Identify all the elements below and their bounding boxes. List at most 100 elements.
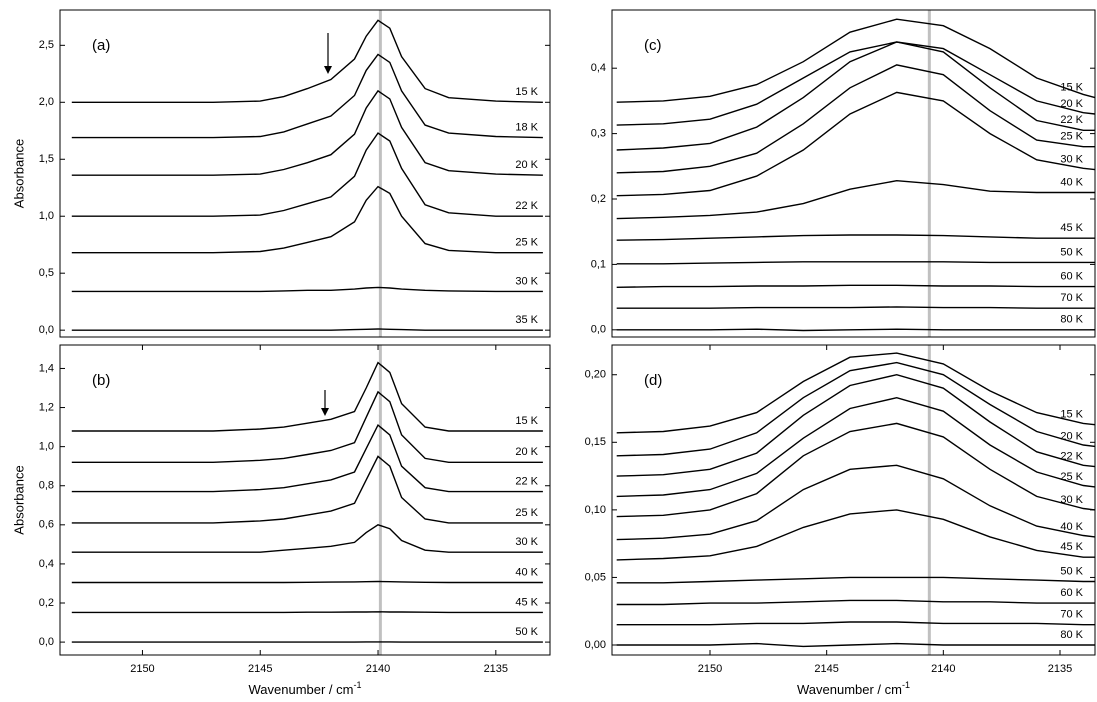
y-tick-label: 0,4	[39, 558, 54, 570]
x-tick-label: 2135	[1048, 663, 1072, 675]
y-tick-label: 0,0	[39, 324, 54, 336]
spectrum-line	[616, 373, 1096, 477]
x-tick-label: 2145	[814, 663, 838, 675]
spectrum-line	[71, 361, 543, 432]
spectrum-line	[616, 361, 1096, 457]
series-label: 40 K	[515, 566, 538, 578]
series-label: 25 K	[1060, 131, 1083, 143]
series-label: 20 K	[515, 446, 538, 458]
y-tick-label: 0,10	[585, 504, 606, 516]
spectrum-line	[71, 524, 543, 553]
y-tick-label: 0,0	[39, 636, 54, 648]
series-label: 40 K	[1060, 521, 1083, 533]
x-tick-label: 2145	[248, 663, 272, 675]
panel-label: (c)	[644, 37, 662, 54]
series-label: 30 K	[1060, 494, 1083, 506]
spectrum-line	[616, 328, 1095, 332]
y-tick-label: 0,2	[591, 193, 606, 205]
spectrum-line	[616, 284, 1095, 288]
series-label: 50 K	[1060, 246, 1083, 258]
plot-frame	[611, 344, 1096, 656]
series-label: 15 K	[515, 86, 538, 98]
spectrum-line	[616, 422, 1096, 518]
plot-frame	[59, 9, 551, 338]
spectrum-line	[71, 286, 543, 293]
series-label: 80 K	[1060, 629, 1083, 641]
x-axis-label-text: Wavenumber / cm	[248, 682, 353, 697]
spectrum-line	[616, 599, 1095, 606]
panel-label: (b)	[92, 372, 110, 389]
panel-label: (a)	[92, 37, 110, 54]
series-label: 60 K	[1060, 271, 1083, 283]
spectrum-line	[616, 576, 1095, 584]
series-label: 20 K	[515, 159, 538, 171]
series-label: 45 K	[1060, 222, 1083, 234]
spectrum-line	[616, 41, 1095, 151]
series-label: 50 K	[1060, 565, 1083, 577]
x-tick-label: 2140	[931, 663, 955, 675]
spectrum-line	[616, 91, 1096, 197]
y-tick-label: 0,0	[591, 324, 606, 336]
series-label: 22 K	[515, 476, 538, 488]
y-tick-label: 0,00	[585, 639, 606, 651]
spectrum-line	[71, 328, 543, 331]
spectrum-line	[71, 455, 543, 524]
y-axis-label: Absorbance	[11, 139, 26, 208]
y-tick-label: 1,5	[39, 153, 54, 165]
y-tick-label: 0,4	[591, 62, 606, 74]
y-tick-label: 0,05	[585, 571, 606, 583]
y-tick-label: 1,0	[39, 441, 54, 453]
y-tick-label: 0,5	[39, 267, 54, 279]
spectrum-line	[71, 580, 543, 584]
plot-frame	[611, 9, 1096, 338]
series-label: 80 K	[1060, 314, 1083, 326]
spectrum-line	[616, 509, 1095, 561]
series-label: 60 K	[1060, 587, 1083, 599]
series-label: 20 K	[1060, 98, 1083, 110]
series-label: 35 K	[515, 314, 538, 326]
series-label: 45 K	[1060, 541, 1083, 553]
series-label: 15 K	[1060, 82, 1083, 94]
arrow-head	[324, 66, 332, 74]
spectrum-line	[616, 64, 1095, 174]
series-label: 30 K	[515, 536, 538, 548]
y-tick-label: 0,8	[39, 480, 54, 492]
panel-label: (d)	[644, 372, 662, 389]
y-tick-label: 1,4	[39, 362, 54, 374]
spectrum-line	[71, 185, 543, 254]
spectrum-line	[616, 621, 1095, 626]
series-label: 25 K	[515, 237, 538, 249]
series-label: 25 K	[1060, 471, 1083, 483]
spectrum-line	[71, 423, 543, 493]
spectrum-line	[71, 19, 543, 103]
series-label: 22 K	[515, 200, 538, 212]
y-tick-label: 0,20	[585, 369, 606, 381]
spectrum-line	[71, 132, 543, 217]
y-tick-label: 1,2	[39, 401, 54, 413]
spectrum-line	[616, 464, 1096, 541]
spectrum-line	[71, 89, 543, 176]
spectrum-line	[616, 642, 1095, 648]
y-tick-label: 0,15	[585, 436, 606, 448]
series-label: 50 K	[515, 626, 538, 638]
x-tick-label: 2135	[484, 663, 508, 675]
plot-frame	[59, 344, 551, 656]
y-tick-label: 0,3	[591, 128, 606, 140]
x-axis-label: Wavenumber / cm-1	[248, 680, 361, 697]
series-label: 25 K	[515, 507, 538, 519]
series-label: 22 K	[1060, 114, 1083, 126]
spectrum-line	[71, 611, 543, 614]
spectrum-line	[71, 53, 543, 139]
series-label: 30 K	[515, 275, 538, 287]
series-label: 70 K	[1060, 609, 1083, 621]
spectrum-line	[616, 396, 1096, 498]
series-label: 45 K	[515, 596, 538, 608]
series-label: 15 K	[1060, 409, 1083, 421]
arrow-head	[321, 408, 329, 416]
series-label: 30 K	[1060, 153, 1083, 165]
y-tick-label: 2,5	[39, 39, 54, 51]
x-tick-label: 2140	[366, 663, 390, 675]
x-tick-label: 2150	[698, 663, 722, 675]
x-axis-label-sup: -1	[902, 680, 910, 690]
